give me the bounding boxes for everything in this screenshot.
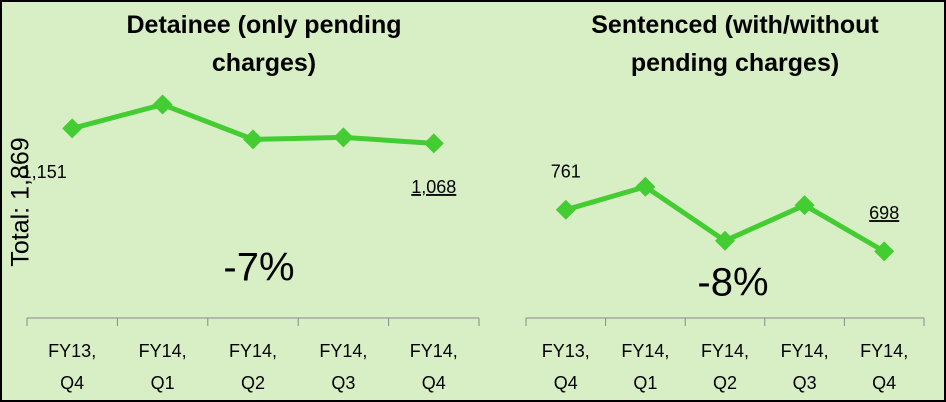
data-label: 1,151	[22, 162, 67, 182]
x-tick-label: FY13, Q4	[541, 341, 590, 393]
change-label: -8%	[697, 261, 768, 305]
x-tick-label: FY14, Q3	[780, 341, 829, 393]
marker	[62, 118, 83, 139]
data-label: 698	[869, 203, 899, 223]
x-tick-label: FY14, Q2	[700, 341, 750, 393]
x-tick-label: FY14, Q1	[138, 341, 187, 393]
total-label: Total: 1,869	[7, 137, 35, 266]
x-tick-label: FY14, Q1	[621, 341, 670, 393]
x-tick-label: FY13, Q4	[48, 341, 97, 393]
x-tick-label: FY14, Q3	[319, 341, 368, 393]
marker	[555, 199, 576, 220]
chart-title: Detainee (only pending charges)	[126, 11, 402, 77]
marker	[635, 176, 656, 197]
marker	[243, 129, 263, 150]
data-label: 1,068	[411, 177, 456, 197]
x-tick-label: FY14, Q2	[228, 341, 278, 393]
marker	[715, 230, 735, 251]
chart-title: Sentenced (with/without pending charges)	[591, 11, 879, 77]
x-tick-label: FY14, Q4	[860, 341, 909, 393]
marker	[423, 133, 444, 154]
data-label: 761	[551, 162, 581, 182]
x-tick-label: FY14, Q4	[409, 341, 458, 393]
marker	[333, 127, 354, 148]
change-label: -7%	[223, 246, 294, 290]
marker	[874, 241, 895, 262]
marker	[152, 94, 173, 115]
marker	[794, 195, 815, 216]
